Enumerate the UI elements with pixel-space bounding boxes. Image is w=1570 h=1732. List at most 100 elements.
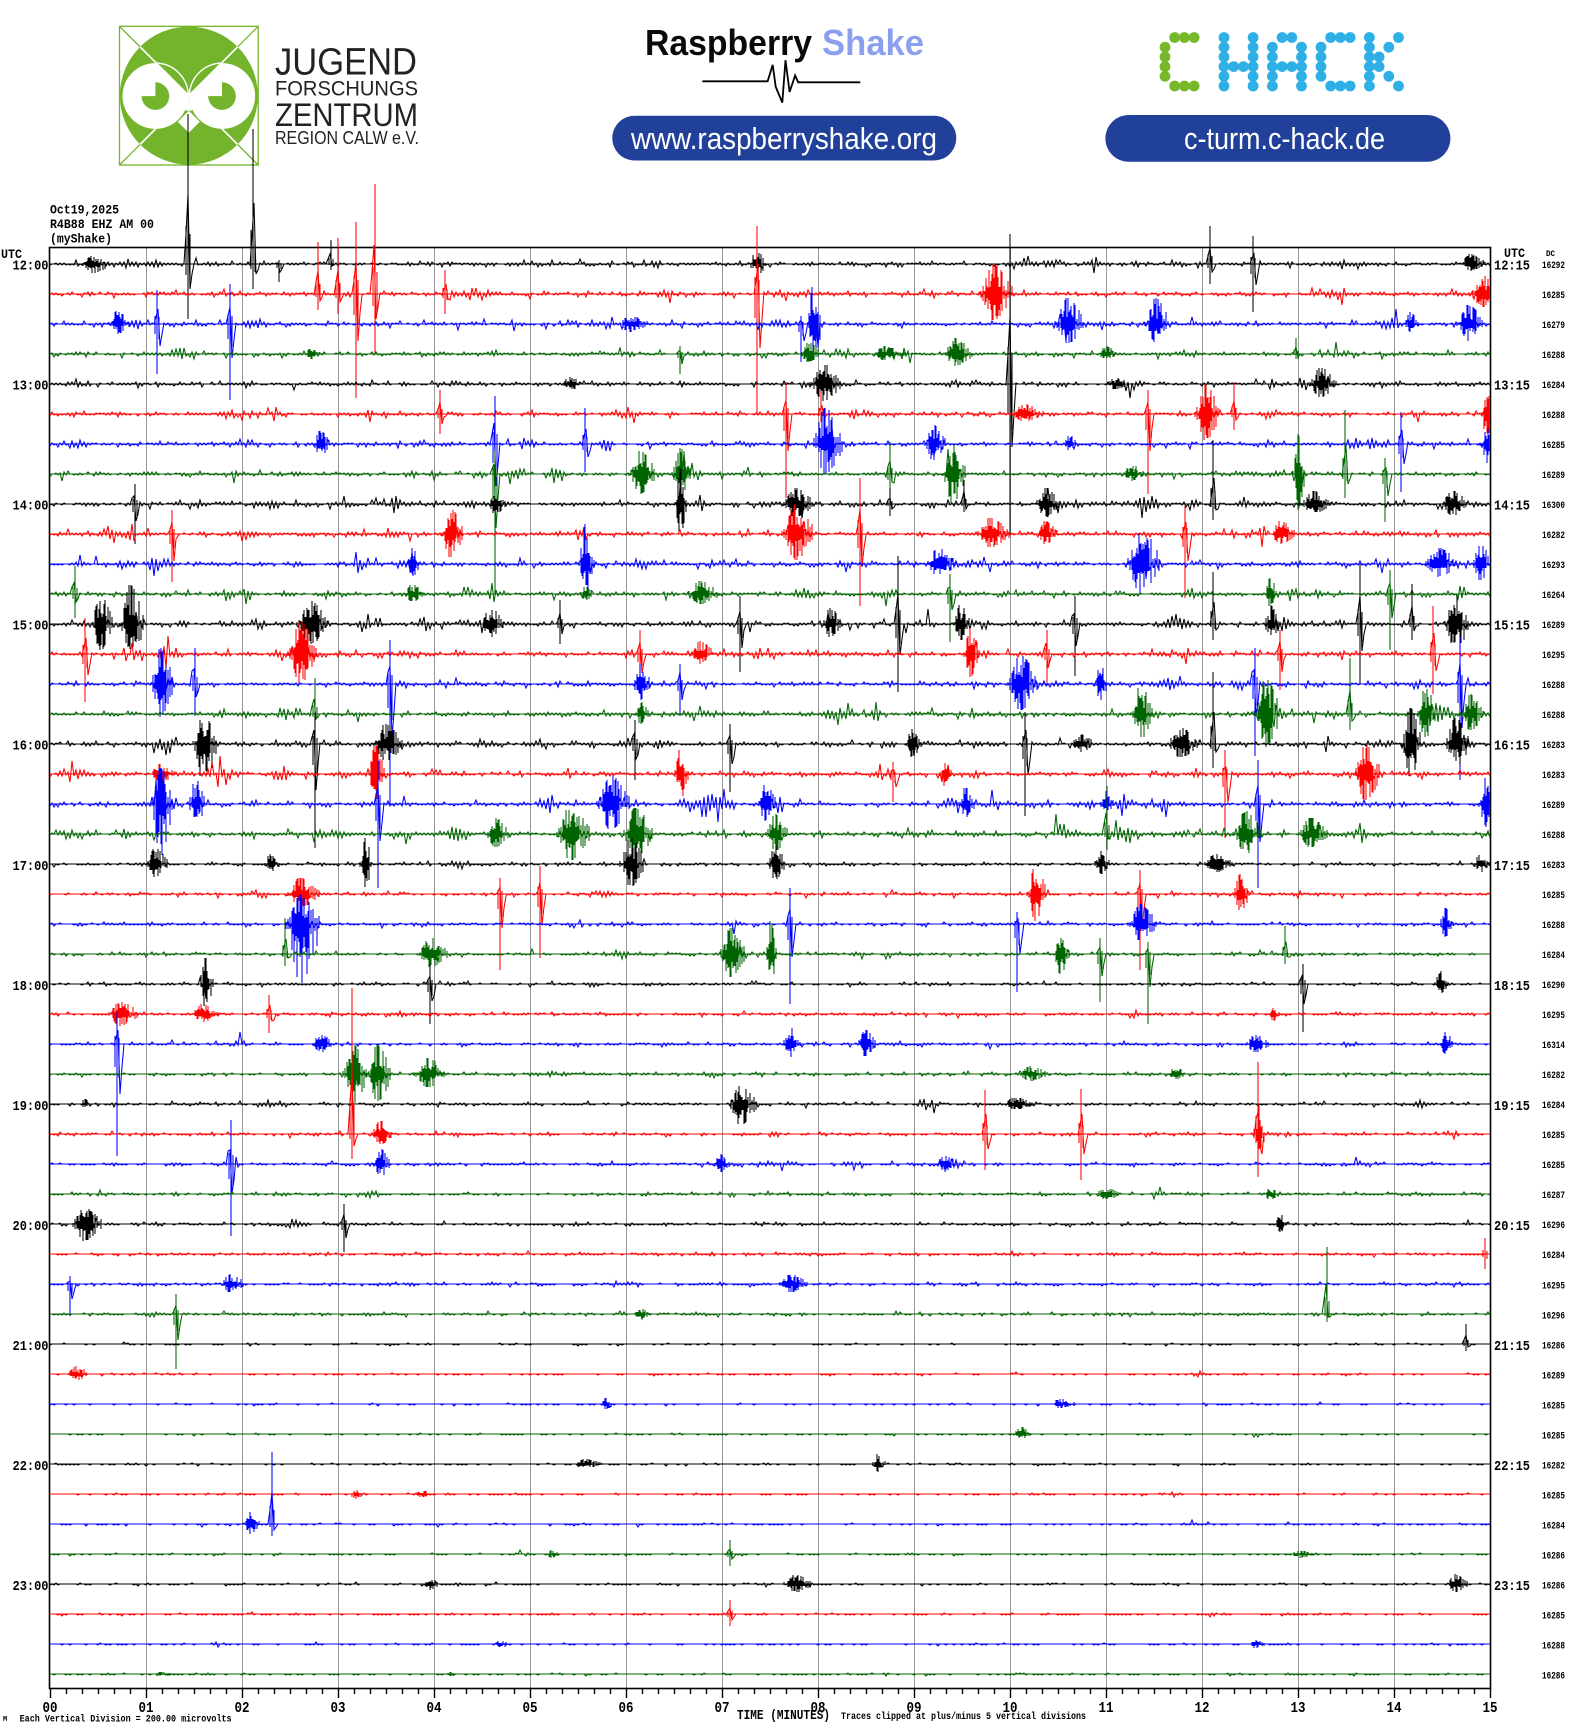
svg-text:16288: 16288 <box>1542 1641 1565 1652</box>
svg-text:16285: 16285 <box>1542 891 1565 902</box>
svg-text:23:00: 23:00 <box>13 1580 49 1595</box>
svg-text:16295: 16295 <box>1542 1281 1565 1292</box>
svg-text:c-turm.c-hack.de: c-turm.c-hack.de <box>1184 121 1385 156</box>
svg-text:23:15: 23:15 <box>1494 1580 1530 1595</box>
svg-text:22:00: 22:00 <box>13 1460 49 1475</box>
svg-text:16295: 16295 <box>1542 651 1565 662</box>
svg-text:08: 08 <box>811 1700 826 1717</box>
svg-text:16288: 16288 <box>1542 681 1565 692</box>
svg-text:16285: 16285 <box>1542 1611 1565 1622</box>
svg-text:20:00: 20:00 <box>13 1220 49 1235</box>
svg-text:11: 11 <box>1099 1700 1114 1717</box>
svg-text:16295: 16295 <box>1542 1011 1565 1022</box>
svg-text:16289: 16289 <box>1542 621 1565 632</box>
svg-text:16289: 16289 <box>1542 1371 1565 1382</box>
svg-text:18:15: 18:15 <box>1494 980 1530 995</box>
svg-text:16290: 16290 <box>1542 981 1565 992</box>
svg-text:16293: 16293 <box>1542 561 1565 572</box>
svg-text:04: 04 <box>427 1700 442 1717</box>
svg-text:19:00: 19:00 <box>13 1100 49 1115</box>
svg-text:R4B88 EHZ AM 00: R4B88 EHZ AM 00 <box>50 218 154 232</box>
svg-text:16289: 16289 <box>1542 801 1565 812</box>
svg-text:16282: 16282 <box>1542 1461 1565 1472</box>
svg-text:09: 09 <box>907 1700 922 1717</box>
svg-text:22:15: 22:15 <box>1494 1460 1530 1475</box>
svg-text:15:00: 15:00 <box>13 620 49 635</box>
svg-text:17:15: 17:15 <box>1494 860 1530 875</box>
svg-text:18:00: 18:00 <box>13 980 49 995</box>
svg-text:01: 01 <box>139 1700 154 1717</box>
svg-text:02: 02 <box>235 1700 250 1717</box>
svg-text:16288: 16288 <box>1542 351 1565 362</box>
svg-text:15:15: 15:15 <box>1494 620 1530 635</box>
svg-text:10: 10 <box>1003 1700 1018 1717</box>
svg-text:M: M <box>3 1716 7 1724</box>
svg-text:16314: 16314 <box>1542 1041 1565 1052</box>
svg-text:16285: 16285 <box>1542 1161 1565 1172</box>
svg-text:16282: 16282 <box>1542 531 1565 542</box>
svg-text:15: 15 <box>1483 1700 1498 1717</box>
svg-text:Shake: Shake <box>822 22 924 63</box>
svg-text:UTC: UTC <box>1 248 22 262</box>
svg-text:UTC: UTC <box>1504 247 1525 261</box>
svg-text:14: 14 <box>1387 1700 1402 1717</box>
svg-text:16285: 16285 <box>1542 1491 1565 1502</box>
svg-text:16284: 16284 <box>1542 1251 1565 1262</box>
svg-text:19:15: 19:15 <box>1494 1100 1530 1115</box>
svg-text:06: 06 <box>619 1700 634 1717</box>
svg-text:16285: 16285 <box>1542 1401 1565 1412</box>
svg-text:Oct19,2025: Oct19,2025 <box>50 204 119 218</box>
svg-text:16285: 16285 <box>1542 1131 1565 1142</box>
svg-text:13:00: 13:00 <box>13 380 49 395</box>
svg-text:14:15: 14:15 <box>1494 500 1530 515</box>
svg-text:16300: 16300 <box>1542 501 1565 512</box>
svg-text:21:15: 21:15 <box>1494 1340 1530 1355</box>
svg-text:16292: 16292 <box>1542 261 1565 272</box>
svg-text:16:00: 16:00 <box>13 740 49 755</box>
svg-text:16296: 16296 <box>1542 1221 1565 1232</box>
svg-text:16285: 16285 <box>1542 441 1565 452</box>
svg-text:16288: 16288 <box>1542 711 1565 722</box>
svg-text:00: 00 <box>43 1700 58 1717</box>
svg-text:Traces clipped at plus/minus 5: Traces clipped at plus/minus 5 vertical … <box>841 1711 1086 1723</box>
svg-text:(myShake): (myShake) <box>50 233 112 247</box>
svg-text:16284: 16284 <box>1542 1101 1565 1112</box>
svg-text:16285: 16285 <box>1542 291 1565 302</box>
svg-text:Raspberry: Raspberry <box>645 22 812 63</box>
svg-text:16288: 16288 <box>1542 411 1565 422</box>
svg-text:16:15: 16:15 <box>1494 740 1530 755</box>
svg-text:16286: 16286 <box>1542 1581 1565 1592</box>
svg-text:www.raspberryshake.org: www.raspberryshake.org <box>630 121 937 156</box>
svg-text:16282: 16282 <box>1542 1071 1565 1082</box>
svg-text:16284: 16284 <box>1542 381 1565 392</box>
svg-text:16284: 16284 <box>1542 951 1565 962</box>
svg-text:14:00: 14:00 <box>13 500 49 515</box>
svg-text:JUGEND: JUGEND <box>275 42 417 84</box>
svg-text:07: 07 <box>715 1700 730 1717</box>
svg-text:16286: 16286 <box>1542 1671 1565 1682</box>
svg-text:12:00: 12:00 <box>13 260 49 275</box>
svg-text:21:00: 21:00 <box>13 1340 49 1355</box>
svg-text:16289: 16289 <box>1542 471 1565 482</box>
svg-text:16288: 16288 <box>1542 921 1565 932</box>
svg-text:13: 13 <box>1291 1700 1306 1717</box>
svg-text:12: 12 <box>1195 1700 1210 1717</box>
svg-text:16286: 16286 <box>1542 1551 1565 1562</box>
svg-text:16288: 16288 <box>1542 831 1565 842</box>
svg-text:12:15: 12:15 <box>1494 260 1530 275</box>
svg-text:16283: 16283 <box>1542 741 1565 752</box>
svg-text:16283: 16283 <box>1542 771 1565 782</box>
svg-text:REGION CALW e.V.: REGION CALW e.V. <box>275 128 419 148</box>
svg-text:03: 03 <box>331 1700 346 1717</box>
svg-text:16284: 16284 <box>1542 1521 1565 1532</box>
svg-text:DC: DC <box>1546 249 1555 259</box>
svg-text:20:15: 20:15 <box>1494 1220 1530 1235</box>
svg-text:17:00: 17:00 <box>13 860 49 875</box>
svg-text:FORSCHUNGS: FORSCHUNGS <box>275 78 418 101</box>
svg-text:16296: 16296 <box>1542 1311 1565 1322</box>
svg-text:16279: 16279 <box>1542 321 1565 332</box>
svg-text:Each Vertical Division = 200.: Each Vertical Division = 200.00 microvol… <box>20 1714 232 1726</box>
svg-text:16286: 16286 <box>1542 1341 1565 1352</box>
svg-text:16264: 16264 <box>1542 591 1565 602</box>
svg-text:05: 05 <box>523 1700 538 1717</box>
